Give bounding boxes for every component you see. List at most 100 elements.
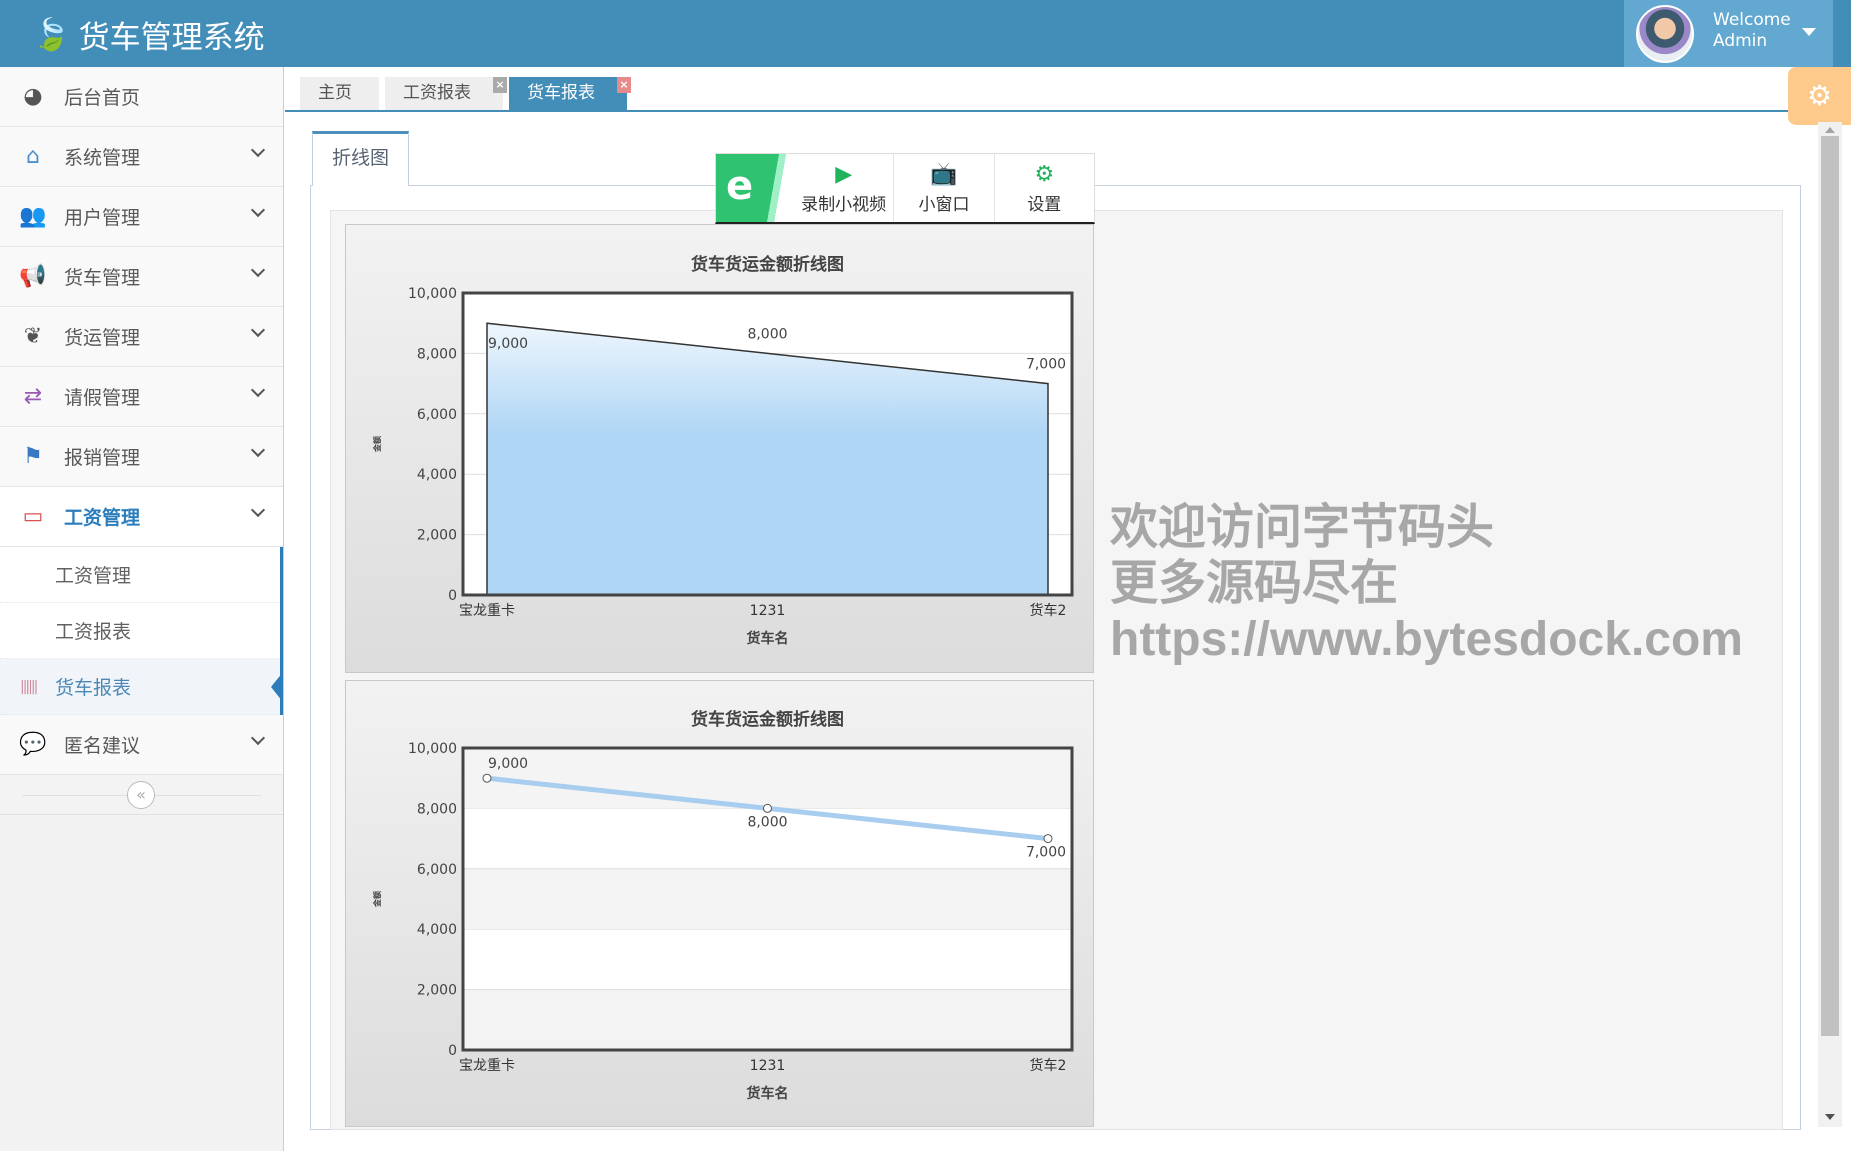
tab-home[interactable]: 主页 [300, 77, 379, 110]
tab-truck-report[interactable]: 货车报表 × [509, 77, 631, 110]
gear-icon: ⚙ [1034, 162, 1055, 187]
data-label: 7,000 [1026, 845, 1066, 861]
sidebar-item[interactable]: 👥 用户管理 [0, 187, 283, 247]
exchange-icon: ⇄ [23, 384, 43, 409]
home-icon: ⌂ [26, 144, 40, 169]
y-tick-label: 8,000 [417, 801, 457, 817]
leaf-icon: 🍃 [32, 17, 71, 53]
double-chevron-left-icon[interactable]: « [127, 781, 155, 809]
grid-band [463, 748, 1072, 809]
tab-label: 工资报表 [403, 83, 471, 103]
mini-window-button[interactable]: 📺 小窗口 [894, 154, 995, 222]
y-tick-label: 0 [448, 588, 457, 604]
chevron-down-icon [250, 142, 266, 158]
sidebar-item[interactable]: ⚑ 报销管理 [0, 427, 283, 487]
credit-card-icon: ▭ [22, 504, 44, 529]
x-tick-label: 货车2 [1030, 1057, 1067, 1074]
label: 小窗口 [918, 195, 970, 215]
sidebar-item-label: 后台首页 [64, 87, 141, 109]
chart-title: 货车货运金额折线图 [691, 254, 844, 275]
y-tick-label: 6,000 [417, 862, 457, 878]
record-video-button[interactable]: ▶ 录制小视频 [794, 154, 895, 222]
leaf-icon: ❦ [23, 324, 43, 349]
submenu-item[interactable]: 工资报表 [0, 603, 280, 659]
chevron-down-icon [250, 322, 266, 338]
data-point [763, 803, 772, 813]
tv-icon: 📺 [930, 162, 958, 187]
submenu-item[interactable]: 工资管理 [0, 547, 280, 603]
sidebar-item-label: 报销管理 [64, 447, 141, 469]
sidebar-item[interactable]: 💬 匿名建议 [0, 715, 283, 775]
brand[interactable]: 🍃 货车管理系统 [32, 12, 265, 57]
y-tick-label: 6,000 [417, 407, 457, 423]
sidebar-item[interactable]: ❦ 货运管理 [0, 307, 283, 367]
y-axis-label: 金额 [372, 891, 382, 908]
username: Admin [1713, 31, 1768, 51]
plot-border [461, 291, 1074, 597]
tab-label: 货车报表 [527, 83, 595, 103]
submenu-label: 工资报表 [55, 621, 132, 643]
x-axis-label: 货车名 [746, 630, 789, 647]
tab-label: 主页 [318, 83, 352, 103]
chevron-down-icon [250, 382, 266, 398]
scroll-down-icon[interactable] [1825, 1114, 1835, 1125]
y-axis-label: 金额 [372, 436, 382, 453]
y-tick-label: 4,000 [417, 467, 457, 483]
users-icon: 👥 [19, 204, 47, 229]
close-icon[interactable]: × [493, 77, 507, 93]
x-tick-label: 宝龙重卡 [459, 603, 515, 619]
chevron-down-icon [250, 262, 266, 278]
line-chart: 货车货运金额折线图 0 2,000 4,000 6,000 8,000 10,000 9,00… [345, 680, 1094, 1127]
scrollbar-thumb[interactable] [1821, 136, 1839, 1036]
submenu-item[interactable]: |||||| 货车报表 [0, 659, 283, 715]
sidebar-item-label: 用户管理 [64, 207, 141, 229]
sidebar-item-label: 匿名建议 [64, 735, 141, 757]
sidebar-item-label: 货运管理 [64, 327, 141, 349]
flag-icon: ⚑ [23, 444, 43, 469]
sidebar-item-label: 工资管理 [64, 507, 141, 529]
chevron-down-icon [250, 730, 266, 746]
x-axis-label: 货车名 [746, 1085, 789, 1102]
submenu: 工资管理工资报表 |||||| 货车报表 [0, 547, 283, 715]
scrollbar[interactable] [1818, 122, 1842, 1127]
tab-line-chart[interactable]: 折线图 [312, 131, 409, 186]
x-tick-label: 1231 [750, 1058, 786, 1074]
submenu-label: 工资管理 [55, 565, 132, 587]
settings-button[interactable]: ⚙ 设置 [995, 154, 1094, 222]
welcome-text: Welcome [1713, 10, 1791, 30]
chart-title: 货车货运金额折线图 [691, 709, 844, 730]
y-tick-label: 10,000 [408, 286, 457, 302]
scroll-up-icon[interactable] [1825, 122, 1835, 133]
user-menu[interactable]: Welcome Admin [1624, 0, 1833, 67]
grid-band [463, 868, 1072, 930]
sidebar-item[interactable]: ◕ 后台首页 [0, 67, 283, 127]
y-tick-label: 2,000 [417, 528, 457, 544]
dashboard-icon: ◕ [23, 84, 43, 109]
sidebar-item[interactable]: ⌂ 系统管理 [0, 127, 283, 187]
sidebar-item[interactable]: 📢 货车管理 [0, 247, 283, 307]
sidebar-item[interactable]: ▭ 工资管理 [0, 487, 283, 547]
data-point [482, 773, 492, 783]
x-tick-label: 货车2 [1030, 602, 1067, 619]
sidebar-item[interactable]: ⇄ 请假管理 [0, 367, 283, 427]
y-tick-label: 4,000 [417, 922, 457, 938]
grid-band [463, 989, 1072, 1050]
close-icon[interactable]: × [617, 77, 631, 93]
y-tick-label: 0 [448, 1043, 457, 1059]
label: 设置 [1027, 195, 1062, 215]
tab-salary-report[interactable]: 工资报表 × [385, 77, 507, 110]
sidebar-item-label: 货车管理 [64, 267, 141, 289]
page-tabs: 主页 工资报表 × 货车报表 × [285, 67, 1788, 112]
settings-gear-button[interactable]: ⚙ [1788, 67, 1851, 125]
chevron-down-icon [250, 442, 266, 458]
comment-icon: 💬 [19, 732, 47, 757]
plot-border [461, 746, 1074, 1052]
sidebar-item-label: 系统管理 [64, 147, 141, 169]
data-label: 7,000 [1026, 357, 1066, 373]
data-point [1043, 834, 1053, 844]
data-label: 9,000 [488, 756, 528, 772]
bullhorn-icon: 📢 [19, 264, 47, 289]
sidebar-collapse: « [0, 775, 283, 815]
y-tick-label: 10,000 [408, 741, 457, 757]
y-tick-label: 2,000 [417, 983, 457, 999]
